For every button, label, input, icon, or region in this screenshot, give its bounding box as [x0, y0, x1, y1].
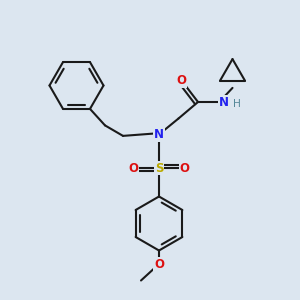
Text: O: O: [179, 161, 190, 175]
Text: O: O: [176, 74, 187, 87]
Text: H: H: [233, 99, 241, 110]
Text: O: O: [154, 257, 164, 271]
Text: O: O: [128, 161, 139, 175]
Text: N: N: [154, 128, 164, 142]
Text: N: N: [218, 95, 229, 109]
Text: S: S: [155, 161, 163, 175]
